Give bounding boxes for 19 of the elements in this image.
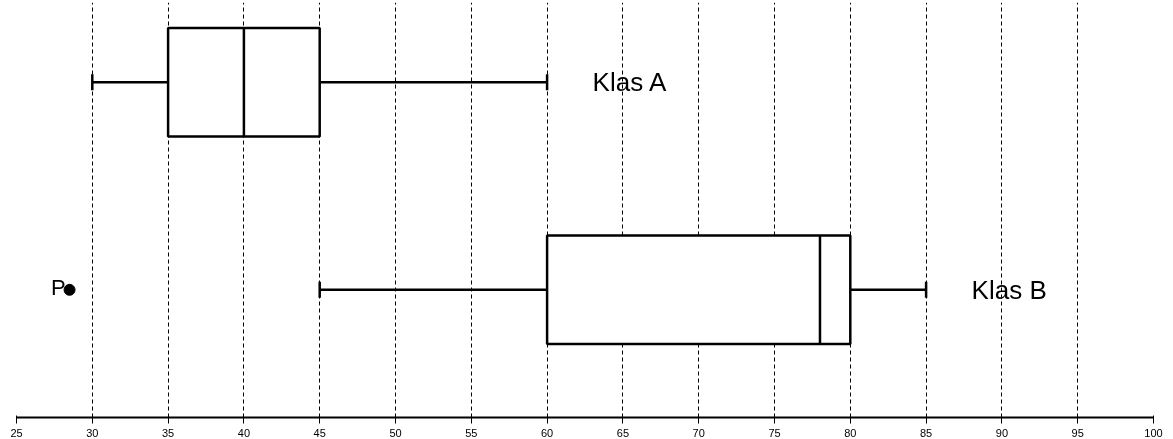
x-tick-label: 65 [616,426,630,439]
x-tick-label: 75 [768,426,781,439]
x-tick-label: 100 [1144,426,1163,439]
x-tick-label: 90 [995,426,1009,439]
x-tick-label: 80 [844,426,857,439]
series-label: P [50,275,66,301]
x-tick-label: 40 [237,426,251,439]
x-tick-label: 55 [465,426,478,439]
x-tick-label: 25 [10,426,23,439]
x-tick-label: 35 [161,426,175,439]
x-tick-label: 50 [389,426,402,439]
x-tick-label: 95 [1071,426,1084,439]
x-tick-label: 70 [692,426,705,439]
y-tick-label: Klas A [592,67,667,98]
x-tick-label: 85 [919,426,933,439]
x-tick-label: 60 [540,426,554,439]
x-tick-label: 30 [86,426,99,439]
x-tick-label: 45 [313,426,326,439]
y-tick-label: Klas B [971,274,1047,305]
